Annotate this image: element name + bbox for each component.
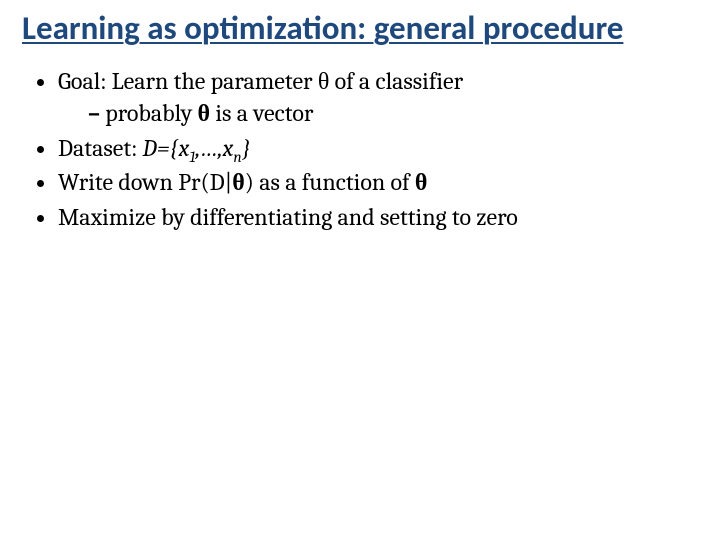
bullet-list: Goal: Learn the parameter θ of a classif… [22, 65, 698, 233]
text: of a classifier [329, 67, 463, 95]
bullet-goal: Goal: Learn the parameter θ of a classif… [58, 65, 698, 130]
theta-icon: θ [318, 67, 330, 95]
text: ) as a function of [245, 168, 415, 196]
text: D={x [143, 134, 190, 162]
bullet-dataset: Dataset: D={x1,…,xn} [58, 132, 698, 164]
sub-list: probably θ is a vector [58, 97, 698, 129]
theta-icon: θ [232, 168, 245, 196]
text: Write down Pr(D| [58, 168, 232, 196]
slide-title: Learning as optimization: general proced… [22, 10, 698, 47]
text: } [242, 134, 251, 162]
bullet-likelihood: Write down Pr(D|θ) as a function of θ [58, 166, 698, 198]
bullet-maximize: Maximize by differentiating and setting … [58, 201, 698, 233]
text: Dataset: [58, 134, 143, 162]
subscript-n: n [233, 148, 241, 166]
text: is a vector [210, 99, 313, 127]
theta-icon: θ [198, 99, 211, 127]
slide: Learning as optimization: general proced… [0, 0, 720, 540]
theta-icon: θ [415, 168, 428, 196]
text: Goal: Learn the parameter [58, 67, 318, 95]
text: ,…,x [196, 134, 234, 162]
sub-bullet-vector: probably θ is a vector [88, 97, 698, 129]
text: probably [105, 99, 197, 127]
dataset-expr: D={x1,…,xn} [143, 134, 251, 162]
